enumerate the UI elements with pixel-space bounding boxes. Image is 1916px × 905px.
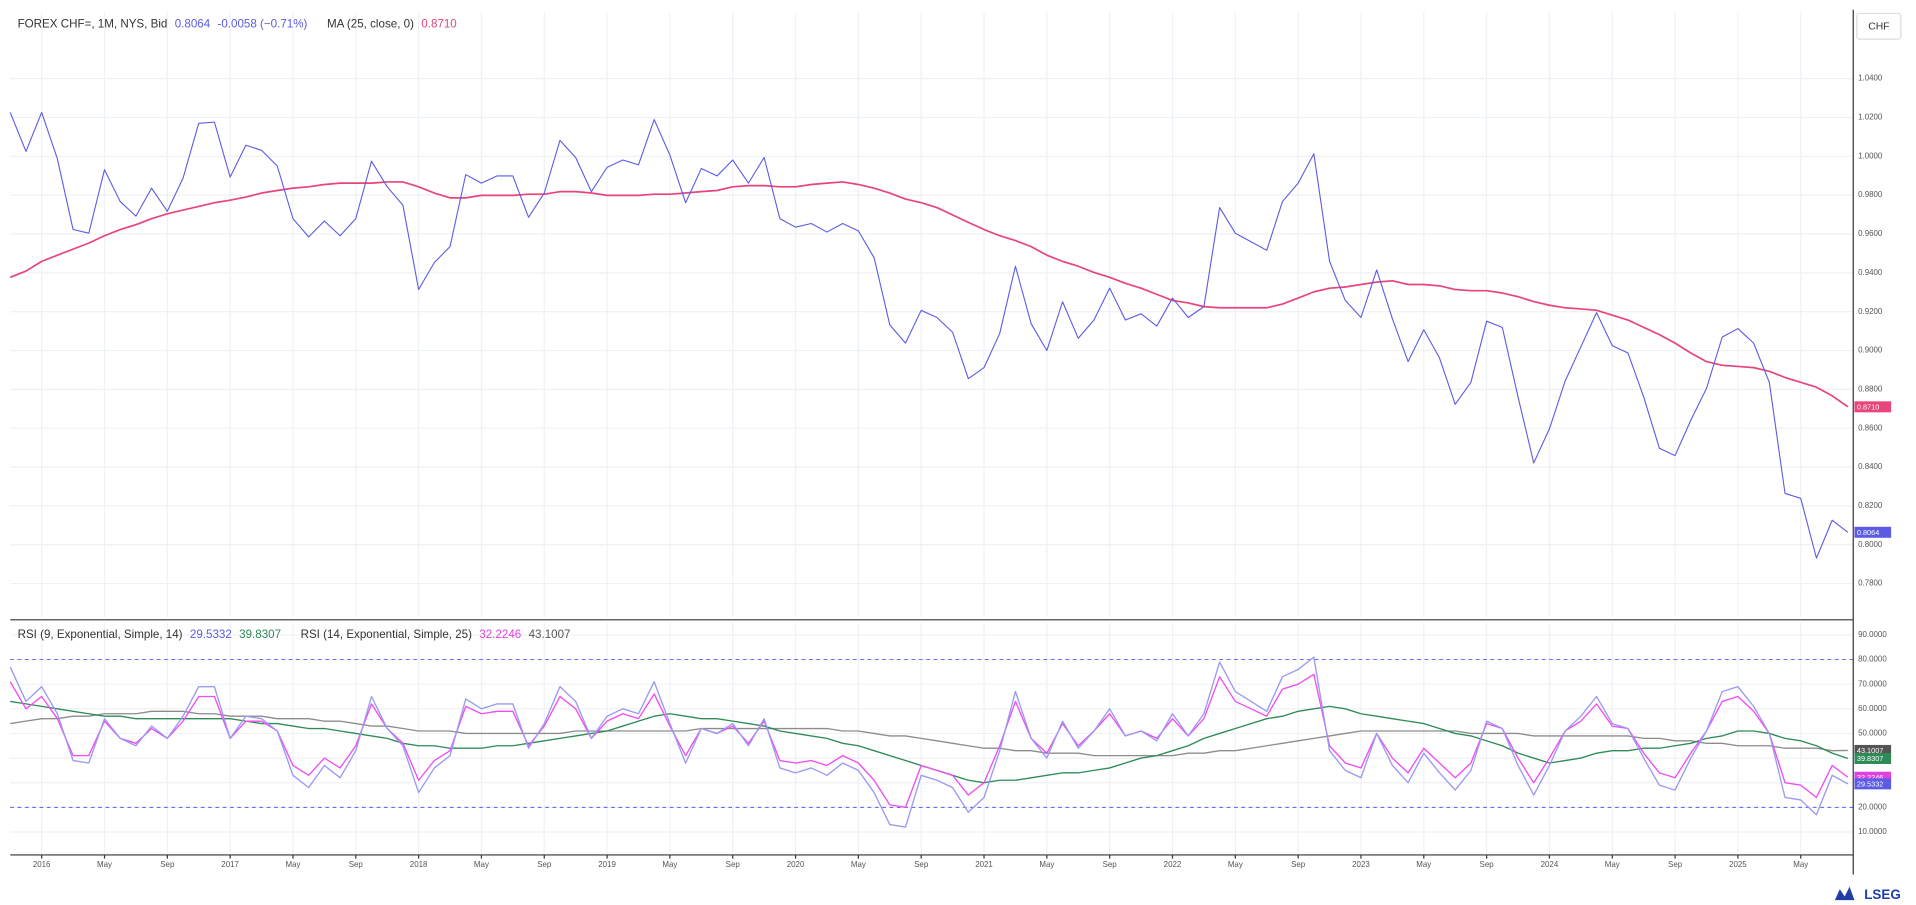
x-tick-label: Sep xyxy=(726,860,741,869)
logo-text: LSEG xyxy=(1864,887,1901,902)
x-tick-label: May xyxy=(662,860,677,869)
y-tick-label: 0.9200 xyxy=(1858,307,1883,316)
y-tick-label: 0.8000 xyxy=(1858,540,1883,549)
price-tag-label: 29.5332 xyxy=(1857,779,1883,788)
y-tick-label: 0.7800 xyxy=(1858,579,1883,588)
x-tick-label: 2018 xyxy=(410,860,428,869)
x-tick-label: 2022 xyxy=(1164,860,1182,869)
legend-text: RSI (9, Exponential, Simple, 14) xyxy=(18,628,183,641)
legend-text: 32.2246 xyxy=(479,628,521,641)
legend-text: 43.1007 xyxy=(529,628,571,641)
y-tick-label: 1.0200 xyxy=(1858,113,1883,122)
legend-text: 39.8307 xyxy=(239,628,281,641)
y-tick-label: 10.0000 xyxy=(1858,827,1887,836)
x-tick-label: 2021 xyxy=(975,860,993,869)
labels: 2016 May Sep 2017 May Sep 2018 May Sep 2019 May Sep… xyxy=(18,17,1892,869)
y-tick-label: 0.8800 xyxy=(1858,384,1883,393)
y-tick-label: 0.8400 xyxy=(1858,462,1883,471)
x-tick-label: May xyxy=(1039,860,1054,869)
legend-text: 0.8064 xyxy=(175,17,211,30)
y-tick-label: 1.0400 xyxy=(1858,74,1883,83)
legend-text: 29.5332 xyxy=(190,628,232,641)
price-tag-label: 43.1007 xyxy=(1857,746,1883,755)
y-tick-label: 50.0000 xyxy=(1858,729,1887,738)
price-tag xyxy=(1854,526,1892,538)
price-tag xyxy=(1854,401,1892,413)
logo-icon xyxy=(1834,886,1855,901)
x-tick-label: 2024 xyxy=(1541,860,1559,869)
price-tag xyxy=(1854,752,1892,764)
x-tick-label: 2025 xyxy=(1729,860,1747,869)
price-tag xyxy=(1854,744,1892,756)
price-tag-label: 0.8064 xyxy=(1857,528,1879,537)
price-tag xyxy=(1854,771,1892,783)
y-tick-label: 20.0000 xyxy=(1858,802,1887,811)
price-tag-label: 39.8307 xyxy=(1857,754,1883,763)
price-tag xyxy=(1854,778,1892,790)
y-tick-label: 0.9000 xyxy=(1858,346,1883,355)
x-tick-label: Sep xyxy=(1668,860,1683,869)
legend-text: -0.0058 (−0.71%) xyxy=(218,17,308,30)
x-tick-label: Sep xyxy=(160,860,175,869)
x-tick-label: May xyxy=(1605,860,1620,869)
currency-box[interactable] xyxy=(1856,12,1902,40)
y-tick-label: 0.8200 xyxy=(1858,501,1883,510)
x-tick-label: May xyxy=(1793,860,1808,869)
legend-text: RSI (14, Exponential, Simple, 25) xyxy=(301,628,473,641)
x-tick-label: Sep xyxy=(1103,860,1118,869)
y-tick-label: 80.0000 xyxy=(1858,655,1887,664)
x-tick-label: May xyxy=(474,860,489,869)
x-tick-label: 2017 xyxy=(221,860,239,869)
series-line xyxy=(9,656,1849,828)
legend-text: 0.8710 xyxy=(421,17,456,30)
x-tick-label: 2016 xyxy=(33,860,51,869)
y-tick-label: 60.0000 xyxy=(1858,704,1887,713)
y-tick-label: 1.0000 xyxy=(1858,151,1883,160)
logo: LSEG xyxy=(1834,886,1901,902)
y-tick-label: 0.8600 xyxy=(1858,423,1883,432)
x-tick-label: 2019 xyxy=(598,860,616,869)
series-line xyxy=(9,181,1849,408)
x-tick-label: Sep xyxy=(1480,860,1495,869)
price-tag-label: 0.8710 xyxy=(1857,402,1879,411)
x-tick-label: May xyxy=(285,860,300,869)
series-line xyxy=(10,710,1848,757)
x-tick-label: May xyxy=(1416,860,1431,869)
y-tick-label: 90.0000 xyxy=(1858,630,1887,639)
y-tick-label: 0.9800 xyxy=(1858,190,1883,199)
x-tick-label: Sep xyxy=(349,860,364,869)
price-tag-label: 32.2246 xyxy=(1857,773,1883,782)
grid xyxy=(10,12,1854,854)
y-tick-label: 0.9400 xyxy=(1858,268,1883,277)
x-tick-label: May xyxy=(1228,860,1243,869)
legend-text: FOREX CHF=, 1M, NYS, Bid xyxy=(18,17,168,30)
y-tick-label: 70.0000 xyxy=(1858,679,1887,688)
plot-area xyxy=(9,111,1849,828)
series-line xyxy=(9,111,1849,559)
x-tick-label: Sep xyxy=(537,860,552,869)
x-tick-label: Sep xyxy=(1291,860,1306,869)
x-tick-label: May xyxy=(97,860,112,869)
legend-text: MA (25, close, 0) xyxy=(327,17,414,30)
y-tick-label: 0.9600 xyxy=(1858,229,1883,238)
currency-label: CHF xyxy=(1868,22,1889,33)
x-tick-label: 2020 xyxy=(787,860,805,869)
x-tick-label: May xyxy=(851,860,866,869)
series-line xyxy=(9,673,1849,809)
x-tick-label: Sep xyxy=(914,860,929,869)
x-tick-label: 2023 xyxy=(1352,860,1370,869)
